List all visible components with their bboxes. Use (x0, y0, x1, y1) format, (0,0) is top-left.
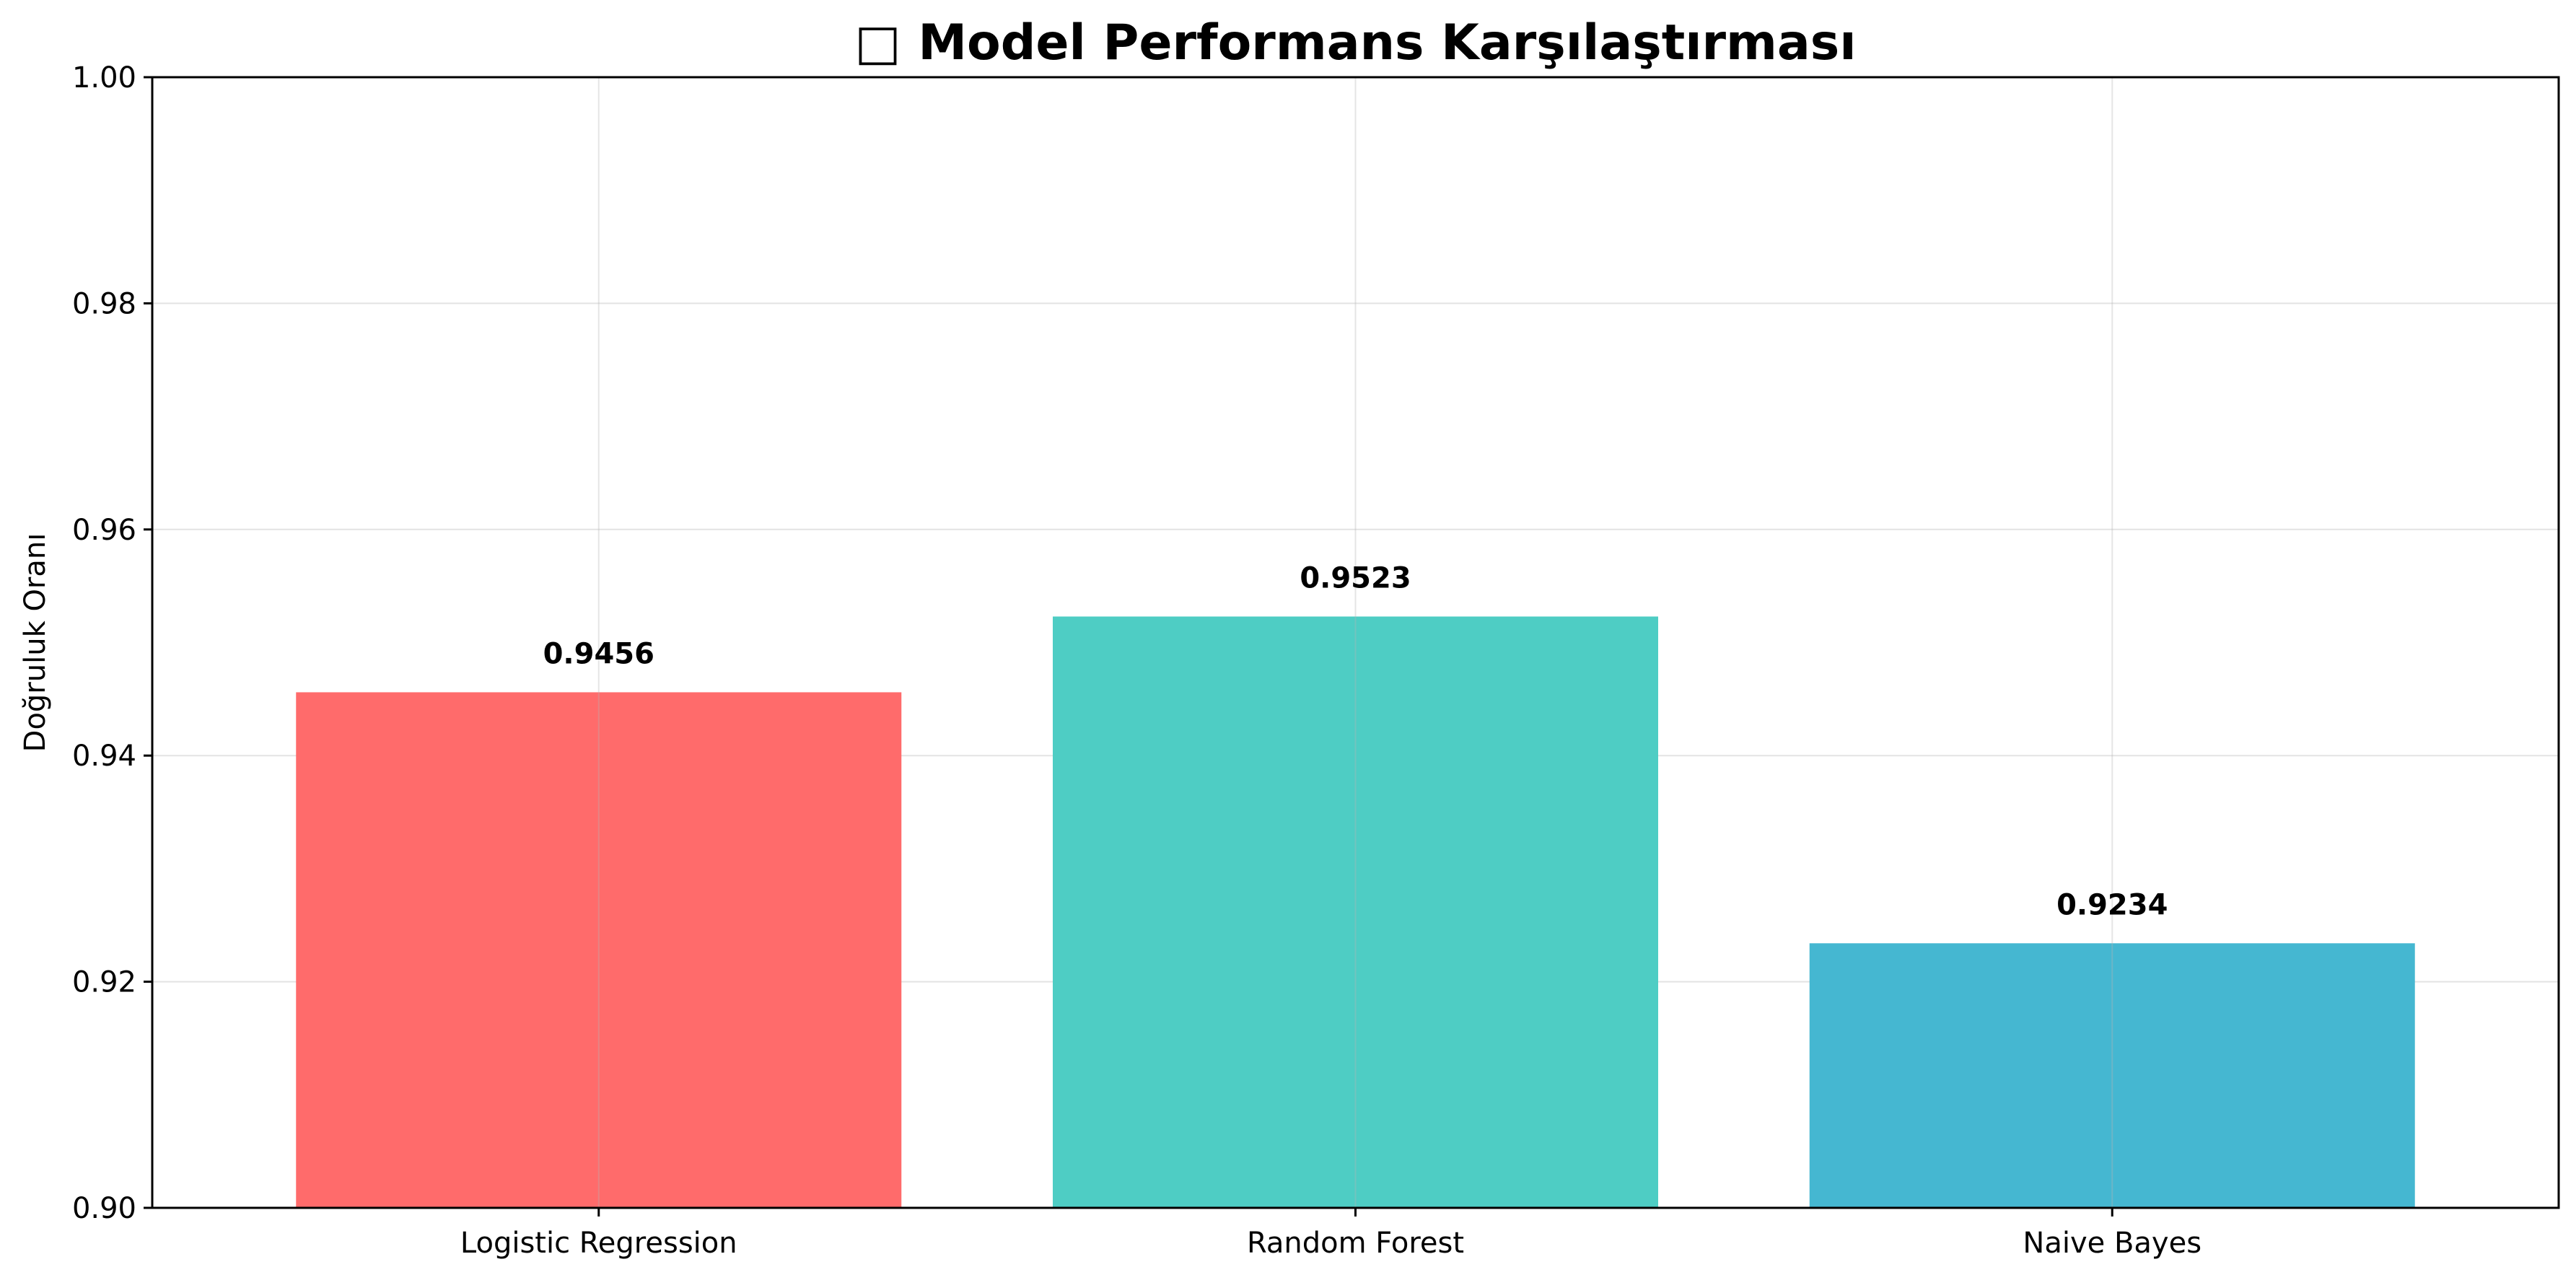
bar (1809, 943, 2415, 1208)
bar-value-label: 0.9456 (543, 637, 654, 670)
y-tick-label: 0.94 (72, 740, 136, 773)
y-tick-label: 1.00 (72, 61, 136, 95)
data-labels: 0.9456 0.9523 0.9234 (543, 561, 2168, 921)
bar (296, 692, 902, 1208)
bar-value-label: 0.9234 (2056, 888, 2168, 921)
x-tick-label: Random Forest (1247, 1227, 1464, 1260)
y-tick-label: 0.92 (72, 966, 136, 999)
y-tick-label: 0.96 (72, 514, 136, 547)
y-axis-label: Doğruluk Oranı (19, 533, 52, 753)
x-grid-lines (597, 77, 2113, 1208)
x-tick-label: Naive Bayes (2023, 1227, 2202, 1260)
bars (296, 616, 2415, 1208)
bar (1053, 616, 1658, 1208)
chart-title: □ Model Performans Karşılaştırması (854, 14, 1856, 71)
x-tick-label: Logistic Regression (460, 1227, 737, 1260)
y-tick-label: 0.90 (72, 1192, 136, 1225)
bar-value-label: 0.9523 (1300, 561, 1411, 595)
axis-ticks: 0.90 0.92 0.94 0.96 0.98 1.00 Logistic Regress… (72, 61, 2202, 1260)
y-tick-label: 0.98 (72, 287, 136, 320)
